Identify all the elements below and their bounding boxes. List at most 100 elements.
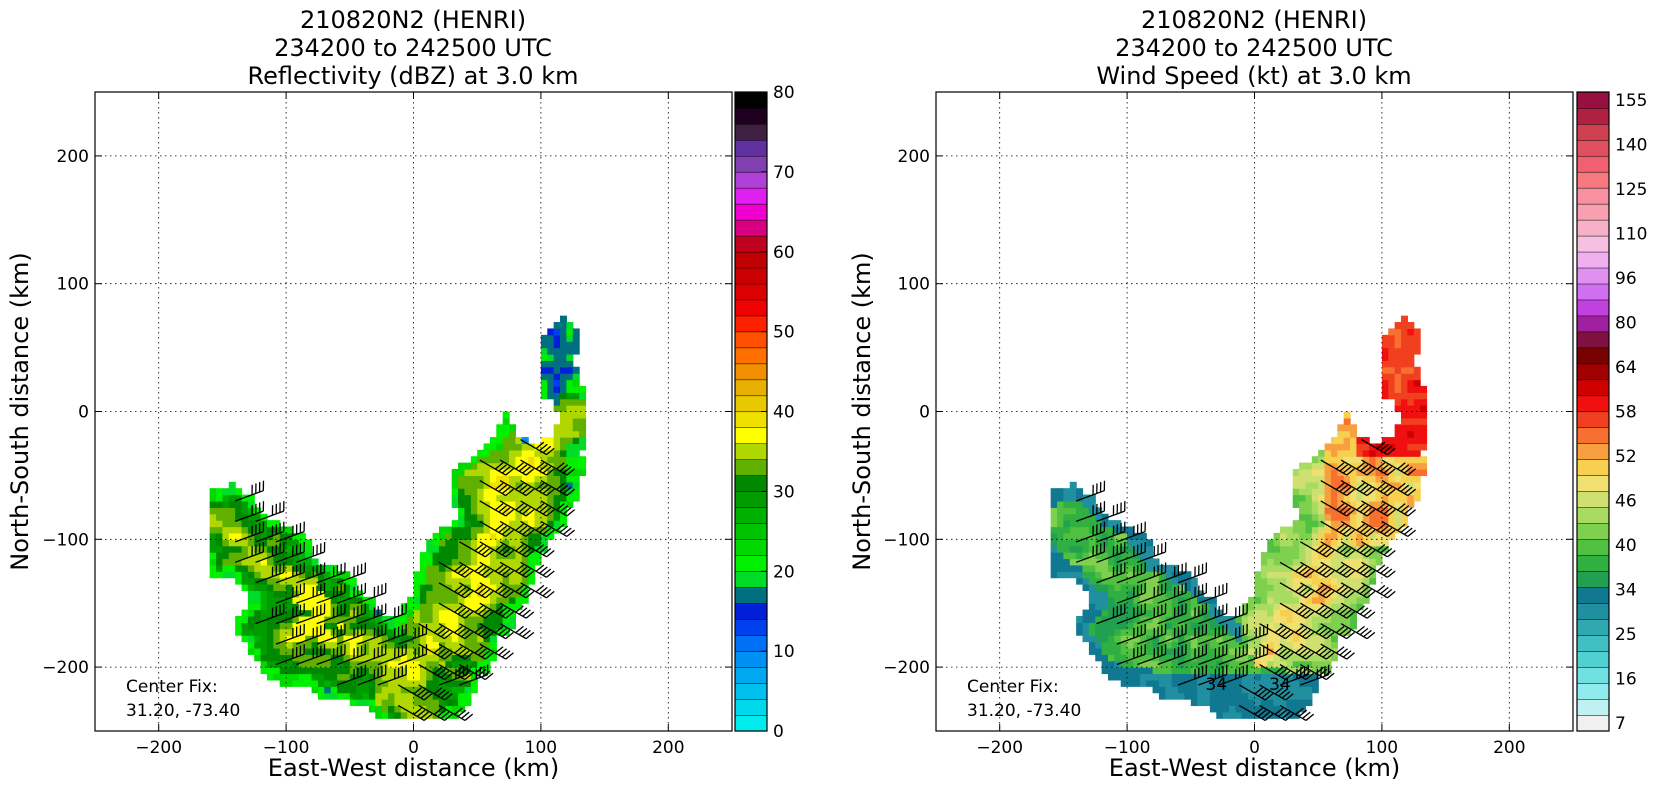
data-cell	[1356, 520, 1364, 528]
data-cell	[1095, 520, 1103, 528]
data-cell	[1273, 539, 1281, 547]
data-cell	[1254, 590, 1262, 598]
data-cell	[1209, 596, 1217, 604]
data-cell	[1203, 609, 1211, 617]
data-cell	[521, 469, 529, 476]
data-cell	[279, 679, 287, 687]
data-cell	[1101, 513, 1109, 521]
data-cell	[464, 481, 472, 489]
data-cell	[330, 660, 338, 668]
data-cell	[464, 564, 472, 572]
data-cell	[222, 571, 230, 579]
data-cell	[317, 667, 325, 675]
data-cell	[1311, 552, 1319, 560]
data-cell	[1381, 379, 1389, 387]
data-cell	[553, 385, 561, 393]
data-cell	[1184, 647, 1192, 655]
data-cell	[1375, 513, 1383, 521]
data-cell	[286, 564, 294, 572]
colorbar-segment	[1576, 427, 1610, 445]
data-cell	[1292, 603, 1300, 611]
colorbar-segment	[734, 443, 768, 460]
data-cell	[1101, 628, 1109, 636]
wind-barb	[397, 684, 425, 701]
data-cell	[324, 596, 332, 604]
data-cell	[1394, 488, 1402, 496]
data-cell	[1343, 545, 1351, 553]
data-cell	[1146, 660, 1154, 668]
data-cell	[560, 392, 567, 400]
data-cell	[502, 558, 510, 566]
data-cell	[458, 590, 466, 598]
wind-barb-feather	[1380, 505, 1389, 513]
data-cell	[222, 552, 230, 560]
wind-barb-feather	[1376, 523, 1386, 531]
wind-barb-feather	[1322, 650, 1332, 658]
data-cell	[1356, 456, 1364, 464]
wind-barb-feather	[563, 527, 572, 535]
wind-barb-feather	[505, 611, 514, 619]
colorbar-segment	[1576, 379, 1610, 397]
data-cell	[1158, 660, 1166, 668]
data-cell	[1229, 679, 1236, 687]
data-cell	[247, 622, 255, 630]
wind-barb-feather	[546, 529, 555, 537]
wind-barb	[255, 510, 284, 523]
data-cell	[1273, 667, 1281, 675]
y-tick-label: 0	[78, 403, 89, 423]
data-cell	[1413, 424, 1421, 432]
data-cell	[273, 628, 281, 636]
data-cell	[247, 596, 255, 604]
data-cell	[1394, 347, 1402, 355]
data-cell	[1235, 615, 1243, 623]
data-cell	[311, 558, 319, 566]
data-cell	[298, 564, 306, 572]
data-cell	[566, 360, 574, 368]
data-cell	[534, 520, 542, 528]
data-cell	[1330, 449, 1338, 457]
data-cell	[496, 424, 504, 432]
data-cell	[407, 692, 415, 700]
data-cell	[1260, 641, 1268, 649]
wind-barb-feather	[566, 488, 576, 497]
wind-barb-feather	[1325, 550, 1335, 558]
data-cell	[489, 609, 497, 617]
wind-barb	[479, 561, 507, 578]
data-cell	[286, 590, 294, 598]
wind-barb-feather	[457, 668, 467, 677]
data-cell	[1178, 641, 1186, 649]
wind-barb-feather	[1397, 482, 1406, 491]
wind-barb	[336, 633, 366, 645]
wind-barb-feather	[518, 484, 528, 493]
data-cell	[1279, 590, 1287, 598]
data-cell	[375, 686, 383, 694]
wind-barb	[520, 479, 547, 497]
data-cell	[1394, 437, 1402, 445]
data-cell	[464, 577, 472, 585]
data-cell	[1260, 660, 1268, 668]
data-cell	[1394, 385, 1402, 393]
wind-barb-feather	[515, 544, 524, 552]
wind-barb-feather	[1278, 689, 1287, 697]
data-cell	[521, 596, 529, 604]
data-cell	[324, 571, 332, 579]
wind-barb-feather	[498, 586, 507, 595]
data-cell	[515, 500, 523, 508]
data-cell	[241, 532, 249, 540]
data-cell	[1267, 609, 1275, 617]
data-cell	[260, 615, 268, 623]
data-cell	[1171, 686, 1179, 694]
data-cell	[1088, 494, 1096, 502]
wind-barb-feather	[484, 590, 494, 599]
data-cell	[1267, 622, 1275, 630]
data-cell	[579, 437, 587, 445]
data-cell	[1057, 488, 1064, 496]
data-cell	[445, 615, 453, 623]
data-cell	[349, 667, 357, 675]
data-cell	[1152, 660, 1160, 668]
data-cell	[1286, 552, 1294, 560]
data-cell	[1299, 475, 1307, 483]
data-cell	[247, 603, 255, 611]
data-cell	[273, 584, 281, 592]
wind-barb	[1320, 643, 1348, 660]
